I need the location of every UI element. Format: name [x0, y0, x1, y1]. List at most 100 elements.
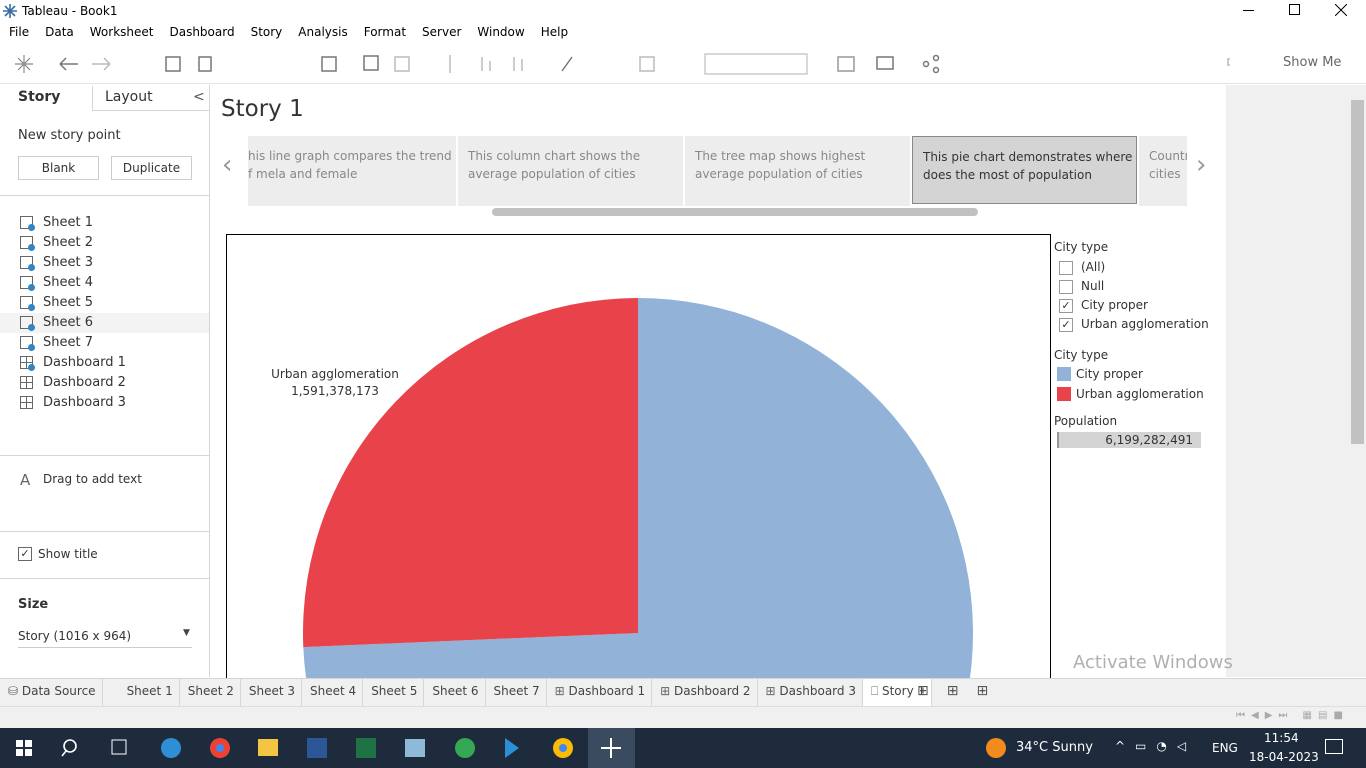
- sheet-name: Sheet 3: [43, 255, 93, 270]
- sheet-list: Sheet 1 Sheet 2 Sheet 3 Sheet 4 Sheet 5 Sheet…: [0, 213, 209, 413]
- duplicate-button[interactable]: Duplicate: [111, 156, 192, 180]
- menu-item[interactable]: Server: [422, 25, 462, 39]
- tab-label: Sheet 6: [432, 684, 479, 698]
- sheet-tab[interactable]: ⊞ Dashboard 3: [758, 679, 863, 706]
- sidebar-tab[interactable]: Story: [18, 89, 61, 105]
- notifications[interactable]: [1325, 739, 1343, 754]
- sheet-tab[interactable]: Sheet 3: [241, 679, 303, 706]
- window-title: Tableau - Book1: [22, 4, 118, 18]
- legend-item[interactable]: Urban agglomeration: [1057, 386, 1207, 406]
- minimize-button[interactable]: [1243, 10, 1254, 11]
- story-point[interactable]: The tree map shows highest average popula…: [685, 136, 910, 206]
- new-sheet-icons[interactable]: ⊞⊞⊞: [917, 683, 1007, 699]
- sheet-item[interactable]: Sheet 4: [0, 273, 209, 293]
- checkbox: ✓: [1059, 318, 1073, 332]
- menu-item[interactable]: Analysis: [298, 25, 348, 39]
- sheet-tab[interactable]: ⛁ Data Source: [0, 679, 103, 706]
- menu-item[interactable]: Help: [540, 25, 569, 39]
- menu-item[interactable]: File: [9, 25, 30, 39]
- sheet-name: Sheet 1: [43, 215, 93, 230]
- menu-item[interactable]: Window: [477, 25, 525, 39]
- sheet-name: Sheet 7: [43, 335, 93, 350]
- sheet-tab[interactable]: ⊞ Dashboard 1: [547, 679, 653, 706]
- dashboard-icon: [20, 356, 33, 369]
- story-point[interactable]: his line graph compares the trend f mela …: [248, 136, 456, 206]
- sidebar-tab[interactable]: Layout: [105, 89, 153, 105]
- status-bar: [0, 706, 1366, 729]
- new-story-point-label: New story point: [18, 128, 121, 143]
- sheet-tab[interactable]: Sheet 1: [119, 679, 180, 706]
- filter-item[interactable]: ✓ Urban agglomeration: [1059, 316, 1209, 335]
- status-nav[interactable]: ⏮◀▶⏭ ▦▤■: [1236, 710, 1349, 721]
- filter-item[interactable]: ✓ City proper: [1059, 297, 1209, 316]
- collapse-icon[interactable]: <: [193, 89, 205, 105]
- pie-slice: [303, 298, 638, 648]
- sheet-item[interactable]: Sheet 1: [0, 213, 209, 233]
- sheet-tab[interactable]: ⎕ Story 1: [862, 679, 933, 706]
- used-badge: [28, 304, 35, 311]
- language[interactable]: ENG: [1212, 741, 1238, 755]
- sheet-icon: [20, 256, 33, 269]
- sheet-item[interactable]: Sheet 6: [0, 313, 209, 333]
- scroll-thumb[interactable]: [1351, 100, 1364, 444]
- story-point-text: average population of cities: [695, 167, 863, 181]
- sheet-item[interactable]: Sheet 5: [0, 293, 209, 313]
- sheet-tab[interactable]: Sheet 6: [424, 679, 486, 706]
- sheet-tab[interactable]: Sheet 7: [486, 679, 547, 706]
- filter-item[interactable]: Null: [1059, 278, 1209, 297]
- blank-button[interactable]: Blank: [18, 156, 99, 180]
- tab-label: Sheet 2: [187, 684, 234, 698]
- canvas-margin: [1226, 85, 1349, 677]
- menu-item[interactable]: Story: [250, 25, 283, 39]
- tray-icons[interactable]: ^▭◔◁: [1115, 739, 1197, 753]
- filter-item[interactable]: (All): [1059, 259, 1209, 278]
- sheet-tab[interactable]: Sheet 4: [302, 679, 364, 706]
- color-legend-title: City type: [1054, 348, 1109, 362]
- sheet-tab[interactable]: Sheet 5: [363, 679, 425, 706]
- next-point[interactable]: ›: [1196, 150, 1207, 180]
- menu-item[interactable]: Dashboard: [169, 25, 235, 39]
- tab-label: Sheet 4: [310, 684, 357, 698]
- size-dropdown[interactable]: Story (1016 x 964): [18, 629, 192, 648]
- sheet-icon: [20, 336, 33, 349]
- story-point[interactable]: Countr cities: [1139, 136, 1187, 206]
- sheet-item[interactable]: Sheet 7: [0, 333, 209, 353]
- sheet-item[interactable]: Dashboard 3: [0, 393, 209, 413]
- legend-swatch: [1057, 367, 1071, 381]
- menu-item[interactable]: Worksheet: [89, 25, 154, 39]
- tab-label: Sheet 3: [248, 684, 296, 698]
- sheet-item[interactable]: Dashboard 1: [0, 353, 209, 373]
- filter-list: (All) Null ✓ City proper ✓ Urban agglomeratio…: [1059, 259, 1209, 335]
- app-icon: [3, 4, 17, 18]
- story-point[interactable]: This column chart shows the average popul…: [458, 136, 683, 206]
- menu-item[interactable]: Data: [45, 25, 74, 39]
- show-me-button[interactable]: Show Me: [1283, 55, 1342, 70]
- restore-button[interactable]: [1289, 4, 1300, 15]
- sheet-tab[interactable]: Sheet 2: [180, 679, 241, 706]
- sheet-icon: [20, 236, 33, 249]
- sheet-name: Dashboard 1: [43, 355, 126, 370]
- sheet-tabs-bar: [0, 678, 1366, 707]
- legend-item[interactable]: City proper: [1057, 366, 1207, 386]
- pie-slice: [303, 298, 973, 678]
- divider: [0, 531, 209, 532]
- sheet-item[interactable]: Sheet 3: [0, 253, 209, 273]
- weather[interactable]: 34°C Sunny: [1016, 740, 1093, 755]
- clock-date[interactable]: 18-04-2023: [1249, 750, 1319, 764]
- show-title-checkbox[interactable]: ✓: [18, 547, 32, 561]
- drag-text[interactable]: Drag to add text: [43, 472, 142, 486]
- navigator-scrollbar[interactable]: [492, 208, 978, 216]
- sheet-item[interactable]: Sheet 2: [0, 233, 209, 253]
- clock-time[interactable]: 11:54: [1264, 731, 1299, 745]
- close-button[interactable]: [1335, 4, 1347, 16]
- tab-icon: ⊞: [554, 684, 569, 698]
- sheet-icon: [20, 276, 33, 289]
- sheet-item[interactable]: Dashboard 2: [0, 373, 209, 393]
- menu-item[interactable]: Format: [363, 25, 407, 39]
- title-bar: [0, 0, 1366, 22]
- prev-point[interactable]: ‹: [222, 150, 233, 180]
- divider: [0, 578, 209, 579]
- story-point[interactable]: This pie chart demonstrates where does th…: [912, 136, 1137, 204]
- legend-swatch: [1057, 387, 1071, 401]
- sheet-tab[interactable]: ⊞ Dashboard 2: [652, 679, 758, 706]
